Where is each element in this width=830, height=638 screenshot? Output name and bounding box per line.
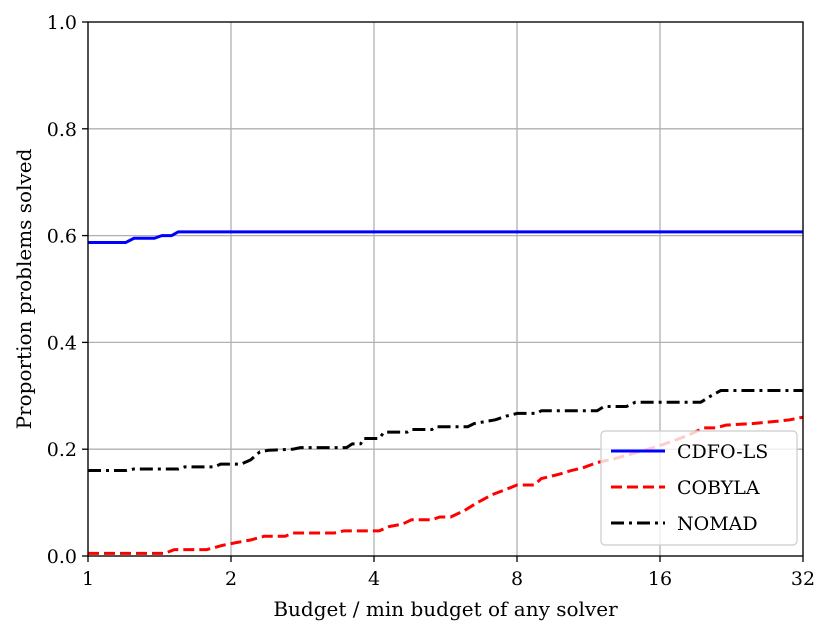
x-tick-label: 2 xyxy=(225,568,237,590)
series-line-cdfo-ls xyxy=(88,230,803,245)
ticks: 1 2 4 8 16 32 0.0 0.2 0.4 0.6 0.8 1.0 xyxy=(47,12,815,590)
y-tick-label: 0.8 xyxy=(47,119,77,141)
legend-label-cdfo-ls: CDFO-LS xyxy=(677,441,768,463)
y-tick-label: 0.2 xyxy=(47,439,77,461)
y-tick-label: 1.0 xyxy=(47,12,77,34)
y-tick-label: 0.6 xyxy=(47,226,77,248)
legend-label-cobyla: COBYLA xyxy=(677,477,760,499)
y-axis-label: Proportion problems solved xyxy=(12,148,36,429)
legend-box xyxy=(600,430,798,546)
series-line-nomad xyxy=(88,388,803,473)
series-line-cobyla xyxy=(88,415,804,555)
x-tick-label: 4 xyxy=(368,568,380,590)
plot-lines xyxy=(88,230,804,555)
plot-frame xyxy=(87,21,804,557)
y-tick-label: 0.0 xyxy=(47,546,77,568)
x-tick-label: 1 xyxy=(82,568,94,590)
x-tick-label: 16 xyxy=(648,568,672,590)
y-tick-label: 0.4 xyxy=(47,332,77,354)
x-tick-label: 8 xyxy=(511,568,523,590)
x-tick-label: 32 xyxy=(791,568,815,590)
legend: CDFO-LS COBYLA NOMAD xyxy=(600,430,798,546)
grid xyxy=(87,21,804,557)
x-axis-label: Budget / min budget of any solver xyxy=(273,597,618,621)
legend-label-nomad: NOMAD xyxy=(677,513,758,535)
